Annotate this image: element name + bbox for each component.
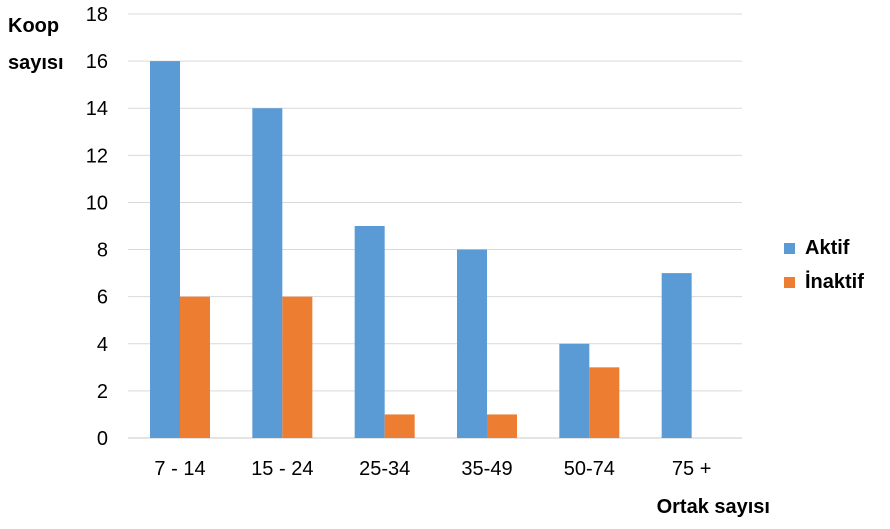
y-tick-label: 8: [97, 240, 108, 262]
y-tick-label: 16: [86, 51, 108, 73]
x-tick-label: 7 - 14: [154, 458, 205, 480]
bar-aktif-2: [354, 226, 385, 438]
legend-swatch-aktif: [784, 242, 795, 254]
legend-label-aktif: Aktif: [805, 236, 850, 259]
bar-inaktif-3: [487, 414, 517, 438]
x-tick-label: 15 - 24: [251, 458, 313, 480]
bar-inaktif-4: [589, 367, 620, 438]
y-tick-label: 0: [97, 428, 108, 450]
y-axis-title: Koop sayısı: [8, 15, 64, 74]
y-tick-label: 14: [86, 98, 108, 120]
bar-inaktif-2: [384, 414, 415, 438]
bar-aktif-1: [252, 108, 283, 438]
y-tick-label: 10: [86, 192, 108, 214]
bar-aktif-0: [150, 61, 180, 438]
x-axis-title: Ortak sayısı: [656, 496, 770, 518]
y-tick-label: 2: [97, 381, 108, 403]
bar-inaktif-1: [282, 296, 313, 438]
legend-label-inaktif: İnaktif: [805, 270, 864, 293]
bar-inaktif-0: [180, 296, 210, 438]
x-tick-label: 50-74: [564, 458, 615, 480]
legend-item-inaktif: İnaktif: [784, 265, 864, 299]
bar-aktif-3: [457, 249, 487, 438]
legend-swatch-inaktif: [784, 276, 795, 288]
x-tick-label: 75 +: [672, 458, 711, 480]
legend: Aktif İnaktif: [784, 231, 864, 299]
y-tick-label: 18: [86, 4, 108, 26]
bar-aktif-4: [559, 343, 590, 438]
y-tick-label: 6: [97, 287, 108, 309]
x-tick-label: 35-49: [461, 458, 512, 480]
x-tick-label: 25-34: [359, 458, 410, 480]
legend-item-aktif: Aktif: [784, 231, 864, 265]
y-tick-label: 4: [97, 334, 108, 356]
bar-aktif-5: [661, 273, 692, 438]
y-tick-label: 12: [86, 145, 108, 167]
